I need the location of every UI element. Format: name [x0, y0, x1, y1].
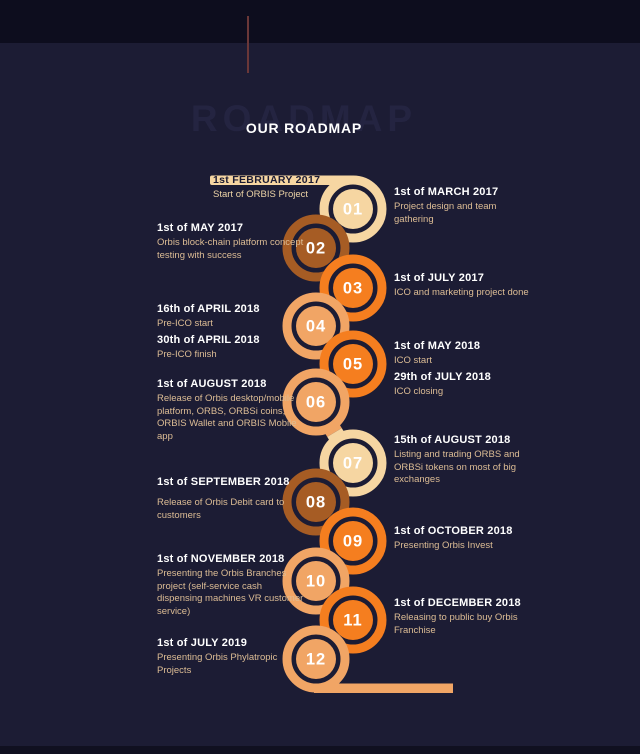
milestone-date: 1st of MARCH 2017 — [394, 186, 499, 198]
milestone-number: 07 — [343, 455, 363, 473]
milestone-item-03: 1st of JULY 2017 ICO and marketing proje… — [394, 272, 530, 300]
milestone-date-2: 30th of APRIL 2018 — [157, 333, 260, 346]
start-bar — [210, 175, 353, 185]
milestone-desc: Pre-ICO start — [157, 318, 213, 330]
end-bar — [314, 683, 453, 693]
milestone-desc: Orbis block-chain platform concept testi… — [157, 237, 304, 261]
milestone-desc: Release of Orbis Debit card to customers — [157, 497, 285, 521]
milestone-number: 08 — [306, 494, 326, 512]
roadmap-watermark: ROADMAP — [190, 98, 418, 139]
milestone-item-07: 15th of AUGUST 2018 Listing and trading … — [394, 434, 530, 487]
page-title: OUR ROADMAP — [245, 120, 363, 136]
milestone-circle — [333, 600, 373, 640]
milestone-circle — [296, 228, 336, 268]
milestone-outer-ring — [282, 368, 350, 436]
milestone-date: 1st of JULY 2019 — [157, 637, 248, 649]
milestone-outer-ring — [282, 625, 350, 693]
milestone-date: 1st of OCTOBER 2018 — [394, 525, 513, 537]
milestone-number: 11 — [343, 612, 362, 630]
milestone-circle — [333, 268, 373, 308]
milestone-desc: ICO start — [394, 355, 433, 367]
milestone-circle — [333, 344, 373, 384]
start-date-label: 1st FEBRUARY 2017 — [213, 174, 321, 186]
milestone-circle — [333, 521, 373, 561]
milestone-circle — [296, 306, 336, 346]
milestone-item-06: 1st of AUGUST 2018 Release of Orbis desk… — [157, 378, 309, 443]
milestone-date: 1st of AUGUST 2018 — [157, 378, 267, 390]
header-band — [0, 0, 640, 43]
milestone-item-08: 1st of SEPTEMBER 2018 Release of Orbis D… — [157, 476, 309, 522]
milestone-outer-ring — [319, 586, 387, 654]
milestone-outer-ring — [319, 175, 387, 243]
milestone-desc-2: Pre-ICO finish — [157, 348, 217, 360]
milestone-date: 16th of APRIL 2018 — [157, 303, 260, 315]
milestone-date: 1st of MAY 2017 — [157, 222, 244, 234]
milestone-date: 1st of SEPTEMBER 2018 — [157, 476, 290, 488]
milestone-item-05: 1st of MAY 2018 ICO start 29th of JULY 2… — [394, 340, 530, 398]
start-desc-label: Start of ORBIS Project — [213, 189, 309, 200]
milestone-number: 10 — [306, 573, 326, 591]
milestone-circle — [296, 382, 336, 422]
milestone-desc: Project design and team gathering — [394, 201, 497, 225]
milestone-item-09: 1st of OCTOBER 2018 Presenting Orbis Inv… — [394, 525, 530, 553]
footer-band — [0, 746, 640, 754]
milestone-desc: Presenting Orbis Invest — [394, 540, 493, 552]
milestone-outer-ring — [319, 507, 387, 575]
milestone-outer-ring — [282, 214, 350, 282]
milestone-number: 09 — [343, 533, 363, 551]
milestone-date: 1st of NOVEMBER 2018 — [157, 553, 285, 565]
milestone-number: 03 — [343, 280, 363, 298]
milestone-number: 06 — [306, 394, 326, 412]
milestone-desc: Listing and trading ORBS and ORBSi token… — [394, 449, 520, 486]
milestone-outer-ring — [319, 330, 387, 398]
milestone-circle — [333, 443, 373, 483]
milestone-outer-ring — [319, 429, 387, 497]
milestone-date: 1st of MAY 2018 — [394, 340, 481, 352]
milestone-date: 15th of AUGUST 2018 — [394, 434, 511, 446]
milestone-circle — [296, 482, 336, 522]
milestone-item-04: 16th of APRIL 2018 Pre-ICO start 30th of… — [157, 303, 309, 361]
milestone-number: 12 — [306, 651, 326, 669]
milestone-item-11: 1st of DECEMBER 2018 Releasing to public… — [394, 597, 530, 637]
milestone-date-2: 29th of JULY 2018 — [394, 370, 491, 383]
milestone-item-02: 1st of MAY 2017 Orbis block-chain platfo… — [157, 222, 309, 262]
milestone-circle — [296, 561, 336, 601]
milestone-number: 04 — [306, 318, 326, 336]
milestone-date: 1st of DECEMBER 2018 — [394, 597, 521, 609]
milestone-desc: Release of Orbis desktop/mobile platform… — [157, 393, 297, 442]
header-tick-line — [247, 16, 249, 73]
milestone-date: 1st of JULY 2017 — [394, 272, 485, 284]
milestone-outer-ring — [282, 468, 350, 536]
milestone-item-01: 1st of MARCH 2017 Project design and tea… — [394, 186, 530, 226]
milestone-circle — [296, 639, 336, 679]
milestone-item-10: 1st of NOVEMBER 2018 Presenting the Orbi… — [157, 553, 309, 618]
milestone-desc: Releasing to public buy Orbis Franchise — [394, 612, 518, 636]
milestone-desc: Presenting Orbis Phylatropic Projects — [157, 652, 278, 676]
milestone-outer-ring — [319, 254, 387, 322]
milestone-circle — [333, 189, 373, 229]
milestone-desc-2: ICO closing — [394, 385, 444, 397]
milestone-desc: Presenting the Orbis Branches project (s… — [157, 568, 304, 617]
milestone-desc: ICO and marketing project done — [394, 287, 529, 299]
milestone-item-12: 1st of JULY 2019 Presenting Orbis Phylat… — [157, 637, 309, 677]
milestone-number: 01 — [343, 201, 363, 219]
milestone-number: 02 — [306, 240, 326, 258]
milestone-outer-ring — [282, 547, 350, 615]
milestone-number: 05 — [343, 356, 363, 374]
milestone-outer-ring — [282, 292, 350, 360]
